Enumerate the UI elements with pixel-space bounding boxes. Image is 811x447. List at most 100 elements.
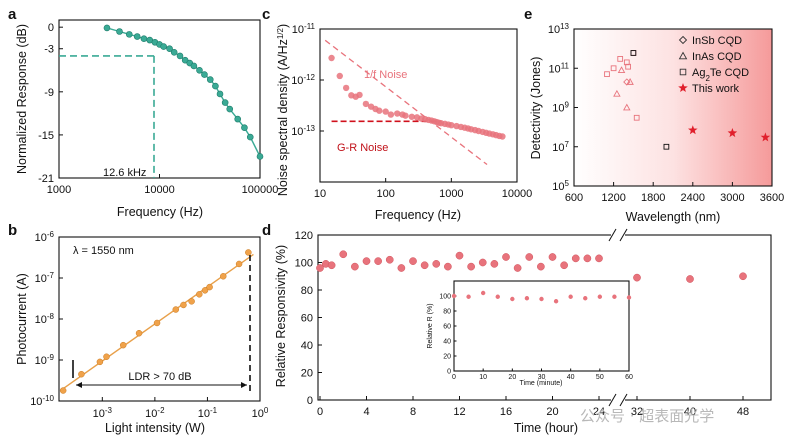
panel-a-point: [125, 31, 133, 38]
panel-d-xlabel: Time (hour): [514, 421, 578, 435]
panel-c-point: [328, 54, 335, 62]
panel-d-xtick-label: 16: [500, 406, 512, 418]
panel-c-axes: [319, 28, 518, 183]
panel-a-point: [166, 45, 173, 53]
panel-d-inset-point: [539, 296, 544, 302]
panel-c-points: [328, 54, 506, 140]
panel-c-xtick-label: 10000: [502, 188, 533, 200]
panel-d-point: [560, 261, 568, 270]
panel-d-inset-ytick-label: 0: [447, 369, 451, 376]
panel-e-point: [617, 66, 626, 74]
panel-a-point: [216, 90, 224, 98]
panel-d-point: [339, 250, 348, 259]
panel-d-xtick-label: 12: [453, 406, 465, 418]
panel-b-ylabel: Photocurrent (A): [15, 273, 29, 365]
panel-d-xtick-label: 24: [593, 406, 605, 418]
panel-d-ylabel: Relative Responsivity (%): [274, 245, 288, 387]
panel-a-ticks: 1000 10000 100000 0 -3 -9 -15 -21: [38, 22, 278, 196]
panel-d-point: [571, 254, 580, 263]
panel-a-xtick-label: 1000: [47, 184, 71, 196]
panel-a-ytick-label: 0: [48, 22, 54, 34]
panel-d-ytick-label: 60: [301, 313, 313, 325]
panel-d-xtick-label: 48: [737, 406, 749, 418]
panel-c-point: [402, 112, 409, 119]
panel-e-xtick-label: 600: [565, 192, 583, 204]
panel-a-xtick-label: 10000: [144, 184, 175, 196]
panel-b-letter: b: [8, 222, 17, 239]
panel-e-point: [727, 128, 738, 138]
panel-b-point: [188, 298, 195, 305]
panel-d-ytick-label: 120: [295, 230, 313, 242]
watermark: 公众号 · 超表面光学: [580, 407, 714, 425]
panel-a-point: [170, 49, 178, 56]
panel-e-point: [760, 132, 771, 142]
panel-c-letter: c: [262, 6, 270, 23]
panel-c-1f-noise-line: [324, 39, 488, 166]
panel-c-xlabel: Frequency (Hz): [375, 208, 461, 222]
panel-e-ticks: 600 1200 1800 2400 3000 3600 105 107 109 1011 1013: [548, 22, 784, 205]
panel-b-point: [196, 291, 203, 298]
panel-e-xtick-label: 3000: [720, 192, 744, 204]
panel-c-point: [408, 113, 415, 120]
panel-d-point: [478, 258, 487, 267]
panel-c-xtick-label: 10: [314, 188, 326, 200]
panel-d-points: [316, 250, 747, 283]
panel-b-point: [78, 370, 85, 378]
panel-d-point: [444, 262, 452, 271]
panel-e-point: [625, 63, 631, 70]
panel-e-points: [604, 50, 771, 150]
panel-d-inset-ytick-label: 60: [443, 324, 451, 331]
panel-b-ytick-label: 10-8: [35, 312, 55, 327]
panel-d-inset-axes: [453, 280, 630, 372]
panel-d-inset-ytick-label: 100: [439, 294, 451, 301]
panel-a-point: [190, 62, 198, 70]
panel-d-inset-xtick-label: 10: [479, 374, 487, 381]
panel-d-point: [633, 273, 641, 282]
panel-e-legend-marker: [678, 83, 688, 92]
panel-d-inset-point: [510, 296, 515, 302]
panel-d-point: [490, 260, 499, 268]
panel-c-ticks: 10 100 1000 10000 10-11 10-12 10-13: [291, 22, 532, 201]
panel-b-point: [96, 358, 104, 366]
panel-b-xtick-label: 10-3: [93, 406, 113, 421]
panel-b-ticks: 10-3 10-2 10-1 100 10-10 10-9 10-8 10-7 10-6: [30, 230, 269, 421]
panel-e-point: [633, 114, 640, 121]
panel-a-point: [133, 33, 141, 40]
panel-b-point: [119, 341, 127, 349]
panel-d-point: [420, 261, 429, 270]
panel-d-xtick-label: 0: [317, 406, 323, 418]
panel-a: a 1000 10000 100000 0 -3 -9 -15 -21 12.6 kHz Fr…: [8, 6, 278, 219]
panel-d-xtick-label: 40: [684, 406, 696, 418]
panel-d-inset-point: [553, 299, 559, 304]
panel-c-xtick-label: 100: [376, 188, 394, 200]
panel-c-ylabel: Noise spectral density (A/Hz1/2): [276, 24, 291, 196]
panel-b-wavelength-label: λ = 1550 nm: [73, 245, 134, 257]
panel-c-point: [394, 110, 401, 117]
panel-d-xtick-label: 32: [631, 406, 643, 418]
panel-d-point: [537, 262, 545, 271]
panel-b-point: [172, 306, 180, 313]
panel-a-xtick-label: 100000: [242, 184, 279, 196]
panel-d-point: [513, 264, 522, 272]
panel-a-point: [103, 24, 111, 32]
panel-d-point: [351, 262, 359, 271]
panel-d-ytick-label: 100: [295, 258, 313, 270]
panel-e-ylabel: Detectivity (Jones): [529, 57, 543, 160]
panel-d-inset-point: [597, 294, 603, 299]
panel-a-ytick-label: -9: [44, 87, 54, 99]
panel-a-point: [212, 82, 219, 90]
panel-d-inset-xtick-label: 0: [452, 374, 456, 381]
panel-b-point: [153, 319, 161, 327]
panel-d-inset-ytick-label: 80: [443, 309, 451, 316]
panel-d-xtick-label: 4: [363, 406, 369, 418]
panel-a-ytick-label: -3: [44, 44, 54, 56]
panel-e-ytick-label: 1011: [548, 61, 569, 76]
panel-a-point: [221, 99, 229, 106]
panel-a-ytick-label: -15: [38, 130, 54, 142]
panel-e-point: [626, 78, 634, 85]
panel-b-point: [220, 273, 227, 280]
panel-e-xtick-label: 2400: [681, 192, 705, 204]
